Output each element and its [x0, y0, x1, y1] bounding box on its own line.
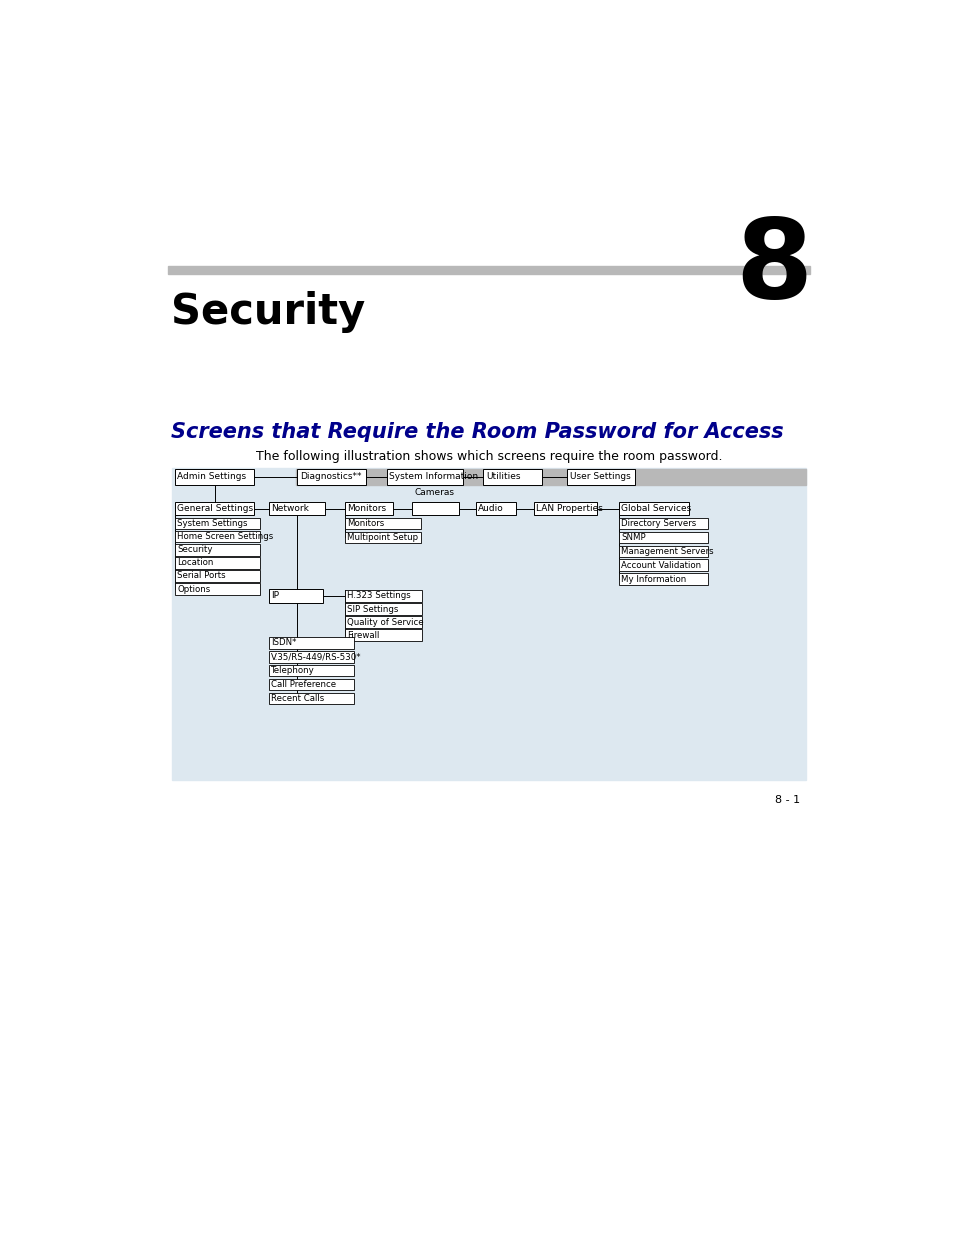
Text: Management Servers: Management Servers	[620, 547, 714, 556]
Text: V.35/RS-449/RS-530*: V.35/RS-449/RS-530*	[271, 652, 361, 661]
Text: The following illustration shows which screens require the room password.: The following illustration shows which s…	[255, 450, 721, 463]
Text: Call Preference: Call Preference	[271, 680, 335, 689]
Bar	[344, 616, 422, 627]
Bar	[174, 501, 253, 515]
Bar	[269, 679, 354, 690]
Text: Telephony: Telephony	[271, 666, 314, 676]
Bar	[534, 501, 597, 515]
Bar	[618, 517, 707, 530]
Text: Utilities: Utilities	[485, 473, 519, 482]
Bar	[344, 603, 422, 615]
Text: Cameras: Cameras	[415, 488, 454, 496]
Text: Account Validation: Account Validation	[620, 561, 700, 569]
Text: H.323 Settings: H.323 Settings	[347, 592, 411, 600]
Text: Network: Network	[271, 504, 309, 513]
Bar	[567, 469, 635, 484]
Text: Security: Security	[171, 290, 365, 332]
Bar	[618, 559, 707, 571]
Text: Home Screen Settings: Home Screen Settings	[177, 532, 274, 541]
Text: Screens that Require the Room Password for Access: Screens that Require the Room Password f…	[171, 421, 783, 442]
Bar	[174, 517, 260, 530]
Text: ISDN*: ISDN*	[271, 638, 296, 647]
Text: IP: IP	[271, 592, 279, 600]
Bar	[269, 664, 354, 677]
Text: SNMP: SNMP	[620, 534, 645, 542]
Bar	[174, 531, 260, 542]
Bar	[269, 693, 354, 704]
Bar	[295, 469, 805, 484]
Text: Quality of Service: Quality of Service	[347, 618, 423, 626]
Bar	[476, 501, 516, 515]
Bar	[386, 469, 462, 484]
Text: SIP Settings: SIP Settings	[347, 605, 398, 614]
Bar	[297, 469, 365, 484]
Text: General Settings: General Settings	[177, 504, 253, 513]
Bar	[174, 583, 260, 595]
Text: Monitors: Monitors	[347, 504, 386, 513]
Bar	[174, 571, 260, 582]
Text: Global Services: Global Services	[620, 504, 691, 513]
Bar	[412, 501, 458, 515]
Bar	[269, 651, 354, 662]
Bar	[269, 589, 323, 603]
Bar	[174, 543, 260, 556]
Bar	[618, 531, 707, 543]
Bar	[269, 501, 324, 515]
Bar	[344, 531, 420, 543]
Text: Monitors: Monitors	[347, 519, 384, 529]
Text: Audio: Audio	[477, 504, 503, 513]
Text: LAN Properties: LAN Properties	[536, 504, 602, 513]
Text: System Information: System Information	[389, 473, 477, 482]
Bar	[168, 266, 809, 274]
Bar	[344, 501, 393, 515]
Text: Admin Settings: Admin Settings	[177, 473, 246, 482]
Bar	[344, 517, 420, 530]
Text: Firewall: Firewall	[347, 631, 379, 640]
Bar	[483, 469, 541, 484]
Text: User Settings: User Settings	[569, 473, 630, 482]
Text: System Settings: System Settings	[177, 519, 248, 529]
Text: Location: Location	[177, 558, 213, 567]
Bar	[344, 590, 422, 601]
Bar	[269, 637, 354, 648]
Bar	[618, 546, 707, 557]
Text: Recent Calls: Recent Calls	[271, 694, 324, 703]
Text: Multipoint Setup: Multipoint Setup	[347, 534, 417, 542]
Bar	[618, 501, 688, 515]
Text: Diagnostics**: Diagnostics**	[299, 473, 361, 482]
Text: My Information: My Information	[620, 574, 686, 583]
Text: 8 - 1: 8 - 1	[774, 795, 799, 805]
Bar	[618, 573, 707, 585]
Text: Directory Servers: Directory Servers	[620, 519, 696, 529]
Text: 8: 8	[735, 214, 812, 321]
Text: Serial Ports: Serial Ports	[177, 572, 226, 580]
Bar	[174, 557, 260, 568]
Bar	[174, 469, 253, 484]
Text: Options: Options	[177, 584, 211, 594]
Text: Security: Security	[177, 546, 213, 555]
Bar	[344, 630, 422, 641]
Bar	[172, 468, 805, 779]
